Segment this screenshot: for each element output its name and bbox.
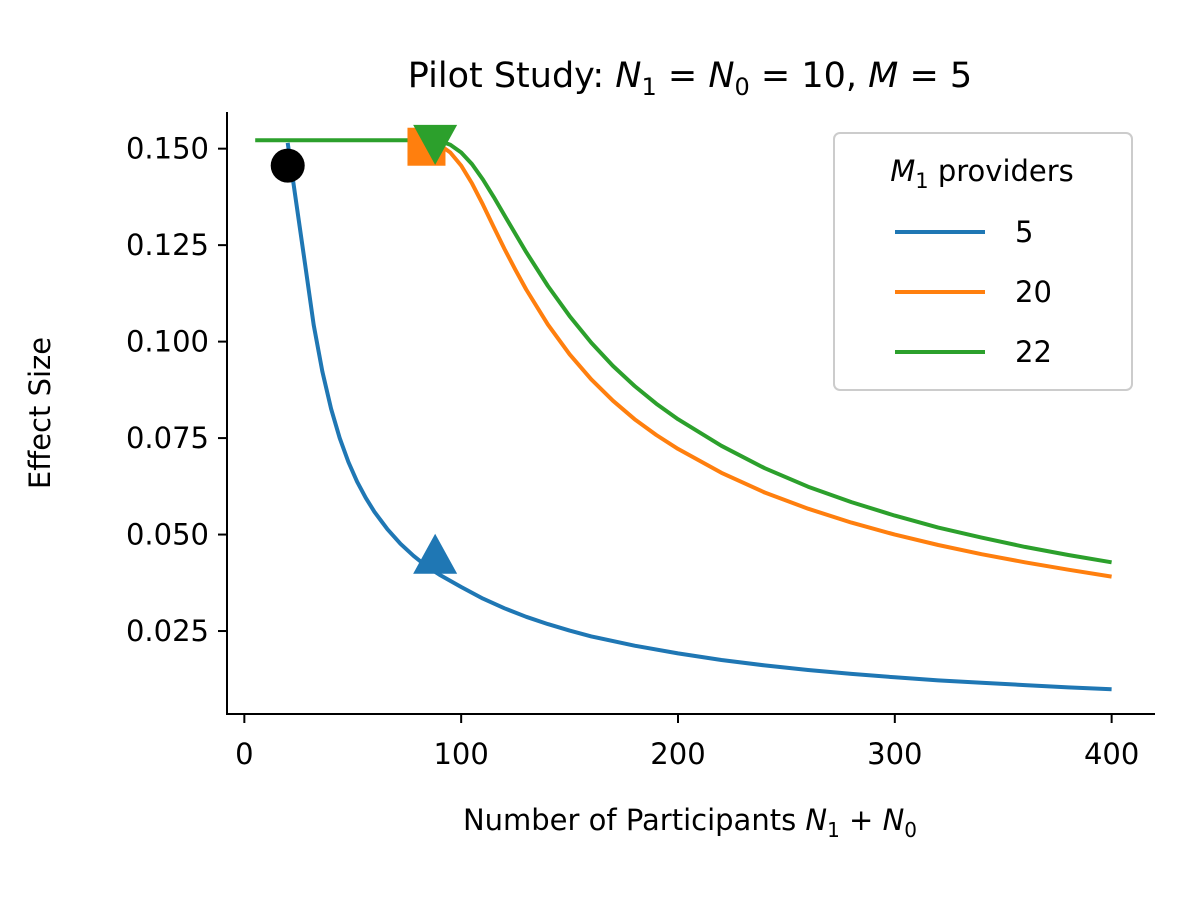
legend-label-22: 22 — [1015, 335, 1052, 369]
x-tick-label: 300 — [867, 737, 922, 771]
x-axis-label: Number of Participants N1 + N0 — [463, 803, 917, 842]
x-ticks: 0 100 200 300 400 — [235, 714, 1139, 771]
y-tick-label: 0.075 — [126, 421, 209, 455]
legend-title: M1 providers — [890, 154, 1074, 193]
pilot-point — [270, 148, 305, 183]
y-ticks: 0.025 0.050 0.075 0.100 0.125 0.150 — [126, 132, 227, 648]
y-tick-label: 0.100 — [126, 325, 209, 359]
x-tick-label: 0 — [235, 737, 253, 771]
y-tick-label: 0.025 — [126, 614, 209, 648]
legend-label-5: 5 — [1015, 215, 1033, 249]
y-axis-label: Effect Size — [23, 337, 57, 489]
m1-5-marker — [413, 533, 458, 574]
chart-title: Pilot Study: N1 = N0 = 10, M = 5 — [408, 56, 972, 101]
x-tick-label: 400 — [1084, 737, 1139, 771]
legend: M1 providers 5 20 22 — [833, 132, 1133, 391]
y-tick-label: 0.150 — [126, 132, 209, 166]
legend-frame — [833, 132, 1133, 391]
m1-22-marker — [413, 124, 458, 165]
legend-entries: 5 20 22 — [895, 215, 1052, 369]
series-line-20 — [428, 140, 1112, 579]
legend-label-20: 20 — [1015, 275, 1052, 309]
x-tick-label: 200 — [650, 737, 705, 771]
markers-group — [270, 124, 458, 574]
x-tick-label: 100 — [433, 737, 488, 771]
series-line-5 — [285, 142, 1112, 692]
y-tick-label: 0.125 — [126, 228, 209, 262]
y-tick-label: 0.050 — [126, 518, 209, 552]
